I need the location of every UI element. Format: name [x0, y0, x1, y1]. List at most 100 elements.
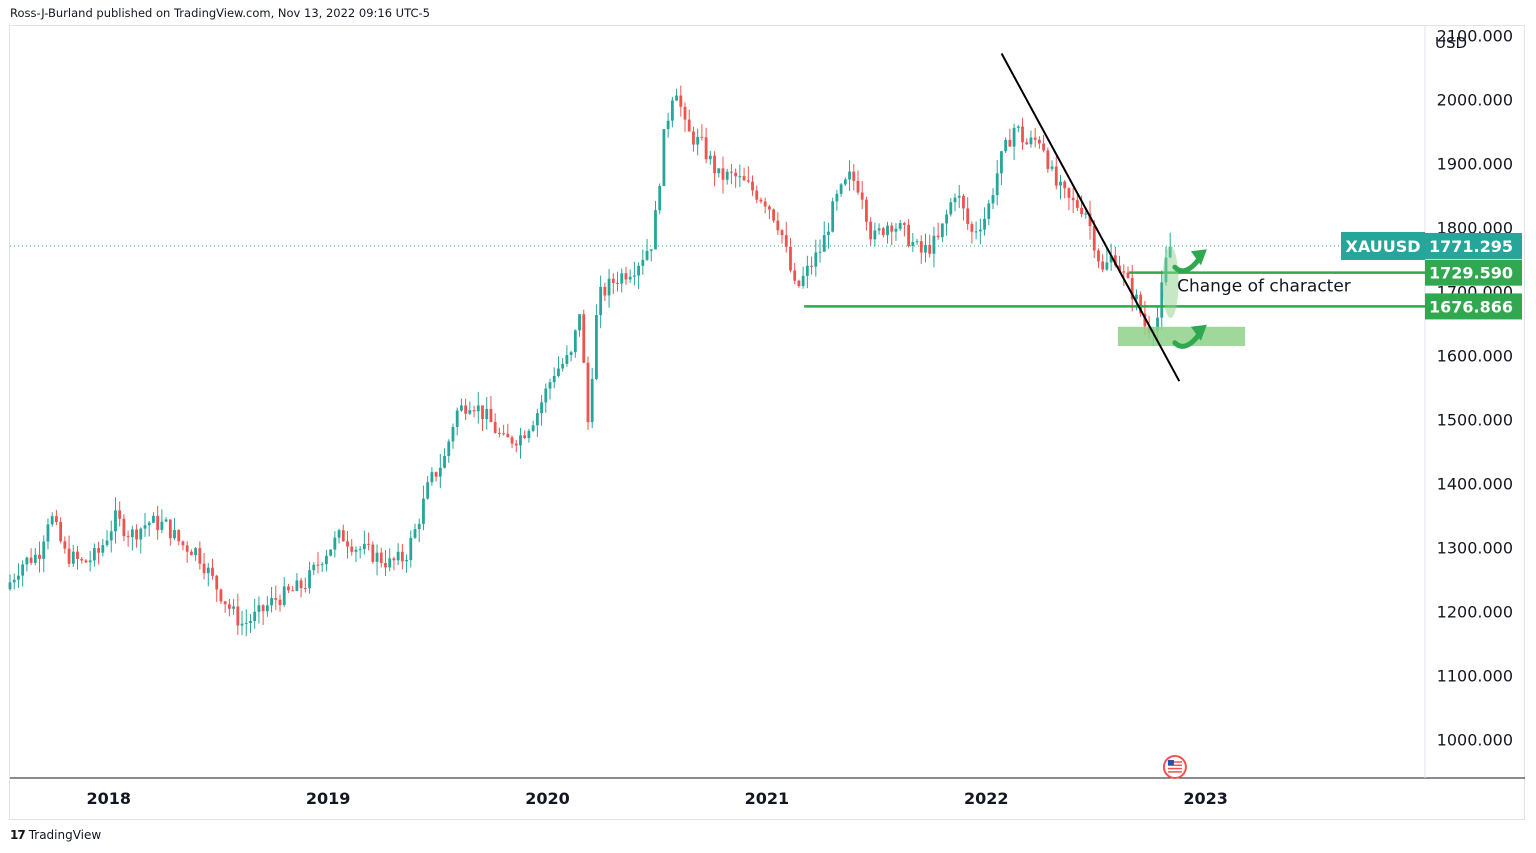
x-tick-label: 2018 — [86, 789, 131, 808]
arrow-right-low-head — [1190, 324, 1207, 341]
candle-body — [827, 231, 830, 236]
candle-body — [637, 265, 641, 276]
footer-brand-name: TradingView — [28, 828, 102, 842]
y-tick-label: 1900.000 — [1437, 155, 1513, 174]
candle-body — [63, 541, 67, 549]
candle-body — [261, 605, 265, 612]
candle-body — [400, 551, 404, 562]
candle-body — [190, 551, 193, 556]
candle-body — [493, 422, 497, 433]
candle-body — [502, 433, 506, 435]
candle-body — [599, 286, 603, 316]
candle-body — [590, 379, 594, 423]
candle-body — [873, 230, 877, 240]
candle-body — [510, 437, 514, 444]
candle-body — [683, 106, 687, 120]
candle-body — [1000, 151, 1003, 174]
candle-body — [274, 598, 278, 600]
candle-body — [721, 168, 725, 180]
candle-body — [552, 375, 556, 383]
candle-body — [991, 195, 995, 204]
candle-body — [860, 192, 864, 200]
y-tick-label: 1600.000 — [1437, 347, 1513, 366]
candle-body — [59, 521, 63, 542]
candle-body — [1092, 226, 1096, 251]
candle-body — [822, 235, 826, 252]
candle-body — [130, 529, 134, 538]
candle-body — [1063, 181, 1067, 189]
candle-body — [881, 228, 885, 236]
us-flag-icon — [1162, 755, 1187, 779]
y-tick-label: 2000.000 — [1437, 91, 1513, 110]
candle-body — [29, 557, 33, 563]
candle-body — [1042, 143, 1046, 151]
candle-body — [742, 176, 746, 181]
y-tick-label: 1800.000 — [1437, 219, 1513, 238]
candle-body — [734, 172, 738, 177]
candle-body — [1130, 277, 1134, 300]
candle-body — [565, 355, 569, 364]
candle-body — [350, 546, 354, 552]
candle-body — [384, 562, 387, 568]
tradingview-logo-icon: 17 — [10, 828, 26, 842]
candle-body — [236, 606, 240, 626]
candle-body — [877, 228, 881, 231]
candle-body — [434, 472, 438, 477]
annotation-text: Change of character — [1177, 277, 1351, 297]
candle-body — [270, 598, 273, 606]
us-flag-canton — [1167, 760, 1174, 765]
candle-body — [1012, 127, 1016, 147]
candle-body — [8, 582, 12, 590]
candle-body — [181, 541, 185, 546]
candle-body — [911, 242, 915, 246]
candle-body — [856, 180, 860, 193]
candle-body — [670, 100, 674, 121]
candle-body — [485, 408, 489, 420]
candle-body — [109, 531, 113, 541]
candle-body — [388, 558, 392, 568]
candle-body — [55, 516, 58, 522]
candle-body — [147, 522, 151, 526]
candle-body — [704, 137, 708, 160]
candle-body — [940, 223, 944, 238]
candle-body — [114, 510, 117, 532]
candle-body — [632, 275, 636, 277]
candle-body — [936, 235, 940, 238]
candle-body — [776, 220, 780, 231]
candle-body — [620, 273, 624, 284]
y-tick-label: 1300.000 — [1437, 539, 1513, 558]
candle-body — [1033, 137, 1037, 140]
candle-body — [1080, 207, 1083, 215]
candle-body — [139, 528, 143, 540]
candle-body — [810, 265, 813, 267]
candle-body — [497, 432, 501, 434]
candle-body — [223, 601, 227, 605]
arrow-up-right — [1172, 256, 1202, 274]
candle-body — [675, 95, 678, 101]
candle-body — [654, 210, 657, 250]
level-tag: 1676.866 — [1429, 297, 1513, 316]
candle-body — [793, 270, 797, 281]
candle-body — [607, 278, 611, 296]
candle-body — [105, 540, 109, 546]
candle-body — [337, 530, 341, 538]
candle-body — [839, 184, 843, 194]
candle-body — [995, 173, 999, 196]
candle-body — [253, 611, 257, 622]
candle-body — [325, 555, 328, 565]
candle-body — [219, 589, 223, 602]
candle-body — [843, 179, 847, 185]
candle-body — [924, 244, 927, 253]
candle-body — [362, 543, 366, 550]
candle-body — [1156, 317, 1159, 331]
candle-body — [312, 564, 316, 571]
candle-body — [1135, 294, 1138, 300]
candle-body — [443, 455, 446, 468]
candle-body — [278, 599, 282, 606]
candle-body — [662, 129, 666, 187]
candle-body — [333, 537, 337, 550]
last-price-tag-symbol: XAUUSD — [1345, 237, 1420, 256]
candle-body — [1071, 197, 1075, 201]
candle-body — [71, 551, 75, 564]
